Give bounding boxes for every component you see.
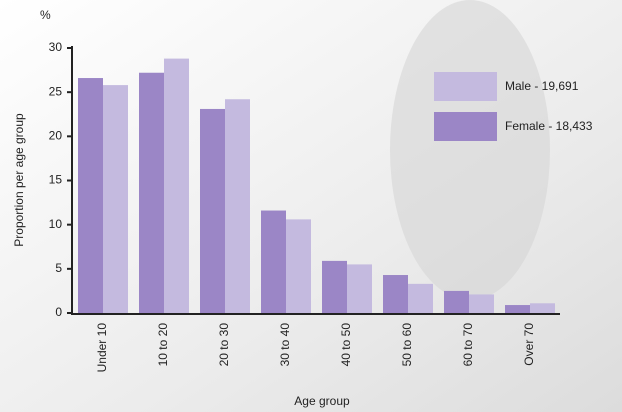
- bar: [164, 58, 189, 313]
- x-tick-label: 10 to 20: [156, 323, 170, 367]
- bar: [78, 78, 103, 314]
- bar: [200, 108, 225, 313]
- x-tick-label: Over 70: [522, 323, 536, 366]
- x-tick-label: 50 to 60: [400, 323, 414, 367]
- y-tick-label: 20: [49, 129, 63, 143]
- x-tick-label: Under 10: [95, 323, 109, 373]
- legend-label: Male - 19,691: [505, 79, 579, 93]
- bar: [383, 275, 408, 313]
- y-tick-label: 25: [49, 84, 63, 98]
- x-tick-label: 20 to 30: [217, 323, 231, 367]
- bar: [347, 264, 372, 313]
- legend-swatch: [434, 112, 497, 141]
- bar: [225, 99, 250, 313]
- background-figure: [390, 0, 550, 300]
- bar: [103, 85, 128, 313]
- y-tick-label: 0: [55, 305, 62, 319]
- bar: [444, 290, 469, 313]
- legend-swatch: [434, 72, 497, 101]
- bar: [408, 283, 433, 313]
- bar: [530, 303, 555, 313]
- y-tick-label: 5: [55, 261, 62, 275]
- y-tick-label: 10: [49, 217, 63, 231]
- bar: [286, 219, 311, 313]
- legend-label: Female - 18,433: [505, 119, 593, 133]
- bar: [139, 72, 164, 313]
- bar: [469, 294, 494, 313]
- x-tick-label: 40 to 50: [339, 323, 353, 367]
- bar: [322, 260, 347, 313]
- y-unit: %: [40, 8, 51, 22]
- bar: [505, 305, 530, 313]
- x-tick-label: 60 to 70: [461, 323, 475, 367]
- y-tick-label: 30: [49, 40, 63, 54]
- y-axis-label: Proportion per age group: [12, 113, 26, 247]
- x-axis-label: Age group: [294, 394, 350, 408]
- x-tick-label: 30 to 40: [278, 323, 292, 367]
- y-tick-label: 15: [49, 173, 63, 187]
- bar: [261, 210, 286, 313]
